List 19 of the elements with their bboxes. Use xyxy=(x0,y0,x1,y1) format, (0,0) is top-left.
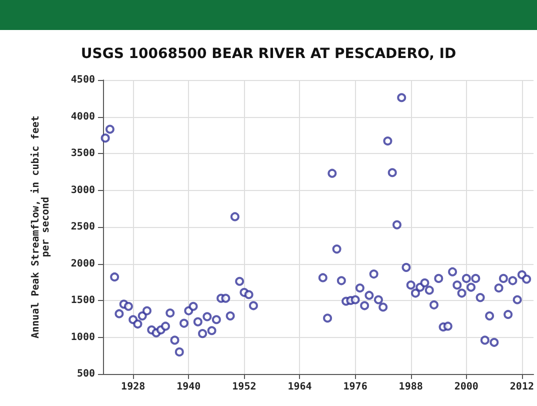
x-tick-label: 2000 xyxy=(454,382,478,392)
x-tick-label: 2012 xyxy=(510,382,534,392)
y-tick-label: 1500 xyxy=(70,295,95,306)
x-tick-label: 1976 xyxy=(343,382,368,392)
x-tick-label: 1928 xyxy=(121,382,146,392)
y-tick-label: 2000 xyxy=(70,258,95,270)
x-tick-label: 1952 xyxy=(232,382,256,392)
y-axis-title: Annual Peak Streamflow, in cubic feet per second xyxy=(30,116,52,338)
y-tick-label: 4500 xyxy=(70,74,95,86)
x-tick-label: 1988 xyxy=(398,382,423,392)
chart-title: USGS 10068500 BEAR RIVER AT PESCADERO, ID xyxy=(80,46,456,62)
x-tick-label: 1964 xyxy=(288,382,312,392)
y-tick-label: 500 xyxy=(76,368,95,380)
y-tick-label: 2500 xyxy=(70,222,95,232)
y-tick-label: 1000 xyxy=(70,332,95,343)
y-tick-label: 3500 xyxy=(70,148,95,159)
y-tick-label: 4000 xyxy=(70,111,95,122)
x-tick-label: 1940 xyxy=(176,382,201,392)
y-tick-label: 3000 xyxy=(70,184,95,196)
